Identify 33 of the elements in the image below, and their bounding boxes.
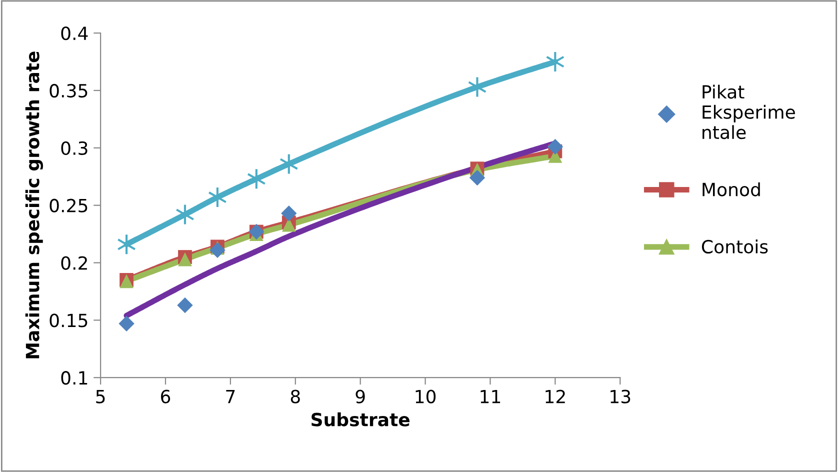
x-tick-label: 7 [226, 390, 235, 404]
x-tick-label: 13 [610, 390, 630, 404]
point [178, 252, 192, 266]
x-tick-label: 8 [290, 390, 300, 404]
x-tick-label: 9 [356, 390, 365, 404]
y-tick-label: 0.2 [61, 256, 87, 270]
point [546, 50, 565, 73]
point [246, 168, 266, 190]
x-tick-label: 6 [161, 390, 170, 404]
point [117, 234, 136, 256]
y-tick-label: 0.4 [61, 26, 88, 40]
y-tick-label: 0.15 [50, 314, 88, 328]
point [210, 242, 226, 258]
y-tick-label: 0.3 [61, 141, 88, 156]
point [281, 206, 297, 222]
legend-label: Monod [702, 182, 760, 196]
point [469, 170, 486, 186]
x-axis-title: Substrate [312, 412, 410, 426]
x-tick-label: 10 [416, 390, 436, 404]
point [177, 297, 193, 314]
y-tick-label: 0.1 [61, 371, 88, 385]
point [547, 138, 564, 155]
y-tick-label: 0.25 [50, 198, 88, 212]
legend-label: Contois [702, 240, 768, 254]
point [468, 76, 487, 98]
point [118, 316, 134, 332]
x-tick-label: 12 [546, 390, 565, 404]
y-tick-label: 0.35 [50, 84, 88, 98]
x-tick-label: 11 [480, 390, 500, 404]
legend-label: Pikat Eksperime ntale [702, 84, 795, 140]
x-tick-label: 5 [96, 390, 105, 404]
y-axis-title: Maximum specific growth rate [25, 52, 43, 358]
point [208, 186, 227, 208]
